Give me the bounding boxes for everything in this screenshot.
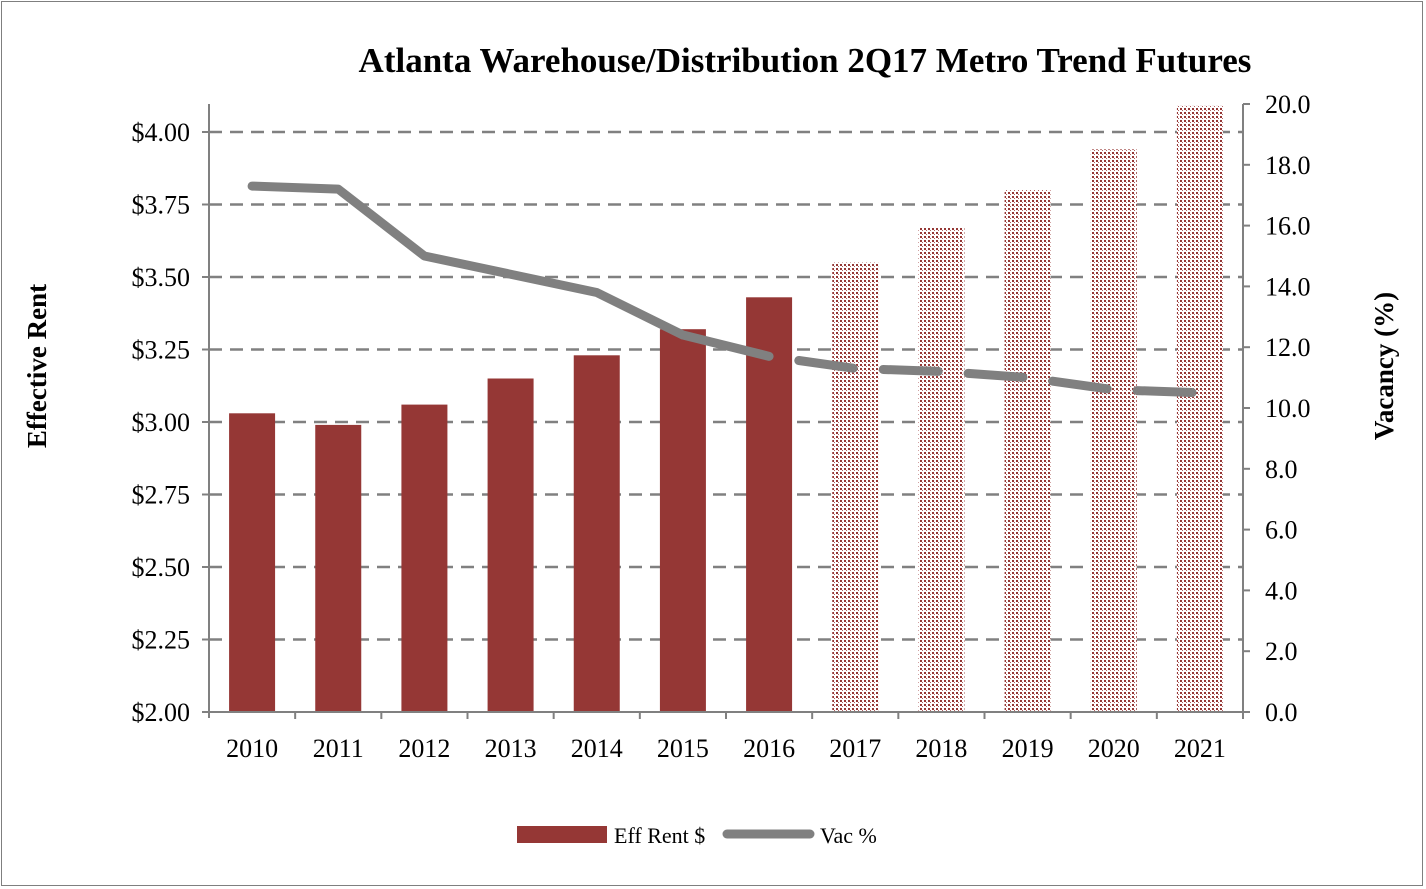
y2-tick-label: 6.0 <box>1265 516 1298 545</box>
y2-tick-label: 10.0 <box>1265 394 1311 423</box>
y-tick-label: $3.00 <box>132 408 191 437</box>
bar-2012 <box>401 404 448 712</box>
bar-2015 <box>659 329 706 712</box>
y-tick-label: $3.25 <box>132 336 191 365</box>
y2-tick-label: 8.0 <box>1265 455 1298 484</box>
y-tick-label: $2.25 <box>132 626 191 655</box>
bar-2019 <box>1004 190 1051 712</box>
legend-label-vac: Vac % <box>820 823 877 848</box>
legend-label-eff-rent: Eff Rent $ <box>614 823 705 848</box>
y2-tick-label: 16.0 <box>1265 212 1311 241</box>
y2-axis-label: Vacancy (%) <box>1369 292 1399 440</box>
bar-2014 <box>573 355 620 712</box>
y-axis-label: Effective Rent <box>22 284 52 448</box>
y2-tick-label: 4.0 <box>1265 576 1298 605</box>
x-tick-label: 2021 <box>1174 734 1226 763</box>
y-tick-label: $3.75 <box>132 191 191 220</box>
y2-tick-label: 14.0 <box>1265 272 1311 301</box>
x-tick-label: 2015 <box>657 734 709 763</box>
x-tick-label: 2013 <box>485 734 537 763</box>
bar-2016 <box>746 297 793 712</box>
x-tick-label: 2018 <box>915 734 967 763</box>
bar-2020 <box>1090 149 1137 712</box>
x-tick-label: 2019 <box>1002 734 1054 763</box>
x-tick-label: 2020 <box>1088 734 1140 763</box>
x-tick-label: 2011 <box>313 734 364 763</box>
y-tick-label: $2.50 <box>132 553 191 582</box>
y-tick-label: $2.75 <box>132 481 191 510</box>
bar-2010 <box>229 413 276 712</box>
x-tick-label: 2012 <box>398 734 450 763</box>
x-tick-label: 2017 <box>829 734 881 763</box>
bar-2018 <box>918 227 965 712</box>
x-tick-label: 2016 <box>743 734 795 763</box>
bar-2021 <box>1176 105 1223 712</box>
x-tick-label: 2014 <box>571 734 623 763</box>
legend: Eff Rent $ Vac % <box>517 823 877 848</box>
y-tick-label: $3.50 <box>132 263 191 292</box>
chart-title: Atlanta Warehouse/Distribution 2Q17 Metr… <box>359 41 1252 80</box>
y2-tick-label: 18.0 <box>1265 151 1311 180</box>
y2-tick-label: 0.0 <box>1265 698 1298 727</box>
y-tick-label: $2.00 <box>132 698 191 727</box>
y2-tick-label: 2.0 <box>1265 637 1298 666</box>
y-tick-label: $4.00 <box>132 118 191 147</box>
legend-swatch-eff-rent <box>517 826 607 843</box>
bar-2017 <box>832 262 879 712</box>
bar-2011 <box>315 424 362 712</box>
bar-2013 <box>487 378 534 712</box>
y2-tick-label: 12.0 <box>1265 333 1311 362</box>
x-tick-label: 2010 <box>226 734 278 763</box>
vacancy-line-forecast <box>764 351 1205 398</box>
y2-tick-label: 20.0 <box>1265 90 1311 119</box>
